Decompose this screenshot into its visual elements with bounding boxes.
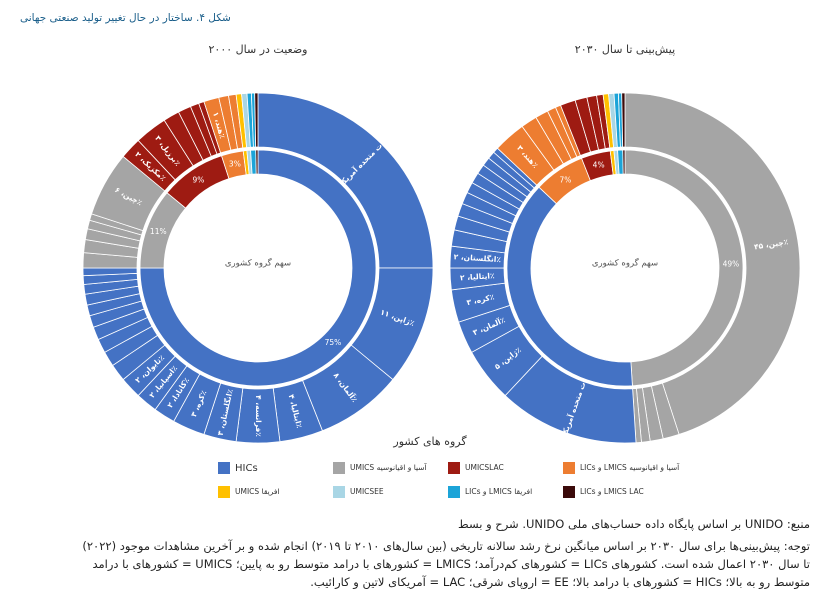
legend-swatch bbox=[448, 462, 460, 474]
source-note: منبع: UNIDO بر اساس پایگاه داده حساب‌های… bbox=[458, 517, 810, 531]
segment-label: 75% bbox=[325, 338, 342, 347]
legend-swatch bbox=[333, 486, 345, 498]
note-line: متوسط رو به بالا؛ HICs = کشورهای با درام… bbox=[310, 575, 810, 589]
legend-label: UMICS آسیا و اقیانوسیه bbox=[350, 462, 428, 472]
donut-segment bbox=[254, 92, 259, 148]
figure-title: شکل ۴. ساختار در حال تغییر تولید صنعتی ج… bbox=[20, 12, 231, 24]
legend-label: HICs bbox=[235, 463, 258, 474]
segment-label: 4% bbox=[593, 160, 605, 169]
legend-label: UMICS افریقا bbox=[235, 487, 280, 496]
center-label: سهم گروه کشوری bbox=[592, 258, 658, 269]
chart-title: وضعیت در سال ۲۰۰۰ bbox=[209, 43, 308, 56]
legend-label: LICs و LMICS افریقا bbox=[465, 487, 532, 496]
legend-swatch bbox=[218, 462, 230, 474]
legend-swatch bbox=[333, 462, 345, 474]
segment-label: فرانسه، ۴٪ bbox=[254, 395, 263, 437]
legend-label: LICs و LMICS LAC bbox=[580, 487, 644, 496]
legend-label: UMICSEE bbox=[350, 487, 384, 496]
legend-swatch bbox=[218, 486, 230, 498]
donut-segment bbox=[255, 149, 259, 175]
donut-segment bbox=[624, 149, 744, 387]
donut-segment bbox=[622, 149, 626, 175]
segment-label: 7% bbox=[559, 175, 571, 184]
segment-label: 3% bbox=[229, 160, 241, 169]
segment-label: 9% bbox=[192, 175, 204, 184]
chart-title: پیش‌بینی تا سال ۲۰۳۰ bbox=[575, 43, 675, 56]
segment-label: انگلستان، ۲٪ bbox=[453, 252, 501, 264]
note-line: توجه: پیش‌بینی‌ها برای سال ۲۰۳۰ بر اساس … bbox=[82, 539, 810, 553]
figure: شکل ۴. ساختار در حال تغییر تولید صنعتی ج… bbox=[20, 12, 801, 498]
legend-title: گروه های کشور bbox=[392, 435, 467, 448]
legend-label: UMICSLAC bbox=[465, 463, 504, 472]
center-label: سهم گروه کشوری bbox=[225, 258, 291, 269]
donut-segment bbox=[621, 92, 626, 148]
note-line: تا سال ۲۰۳۰ اعمال شده است. کشورهای LICs … bbox=[92, 557, 810, 571]
legend-label: LICs و LMICS آسیا و اقیانوسیه bbox=[580, 462, 680, 472]
segment-label: 49% bbox=[723, 260, 740, 269]
segment-label: ایتالیا، ۲٪ bbox=[460, 271, 495, 282]
legend-swatch bbox=[448, 486, 460, 498]
donut-segment bbox=[139, 149, 377, 387]
legend-swatch bbox=[563, 462, 575, 474]
donut-segment bbox=[624, 92, 801, 435]
legend-swatch bbox=[563, 486, 575, 498]
segment-label: 11% bbox=[150, 227, 167, 236]
